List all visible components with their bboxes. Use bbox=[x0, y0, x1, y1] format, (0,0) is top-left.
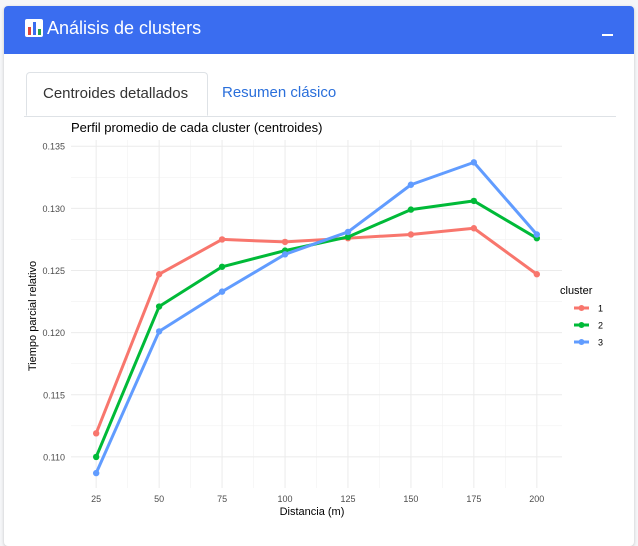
data-point-cluster-1 bbox=[407, 231, 415, 238]
legend-key-point bbox=[578, 322, 585, 328]
card-header: Análisis de clusters bbox=[4, 6, 634, 54]
y-axis-label: Tiempo parcial relativo bbox=[27, 261, 39, 371]
chart-title: Perfil promedio de cada cluster (centroi… bbox=[71, 120, 322, 135]
minus-icon[interactable] bbox=[602, 34, 613, 36]
centroid-line-chart: Perfil promedio de cada cluster (centroi… bbox=[27, 120, 603, 518]
legend-label: 2 bbox=[598, 321, 603, 331]
x-tick-label: 200 bbox=[529, 494, 544, 504]
data-point-cluster-3 bbox=[344, 228, 352, 236]
data-point-cluster-2 bbox=[218, 263, 226, 270]
x-tick-label: 25 bbox=[91, 494, 101, 504]
x-axis-label: Distancia (m) bbox=[280, 506, 345, 518]
legend-key-point bbox=[578, 305, 585, 311]
tab-bar: Centroides detallados Resumen clásico bbox=[24, 72, 616, 117]
legend-label: 1 bbox=[598, 304, 603, 314]
data-point-cluster-1 bbox=[218, 236, 226, 243]
data-point-cluster-1 bbox=[470, 225, 478, 232]
x-tick-label: 175 bbox=[466, 494, 481, 504]
x-tick-label: 150 bbox=[403, 494, 418, 504]
data-point-cluster-2 bbox=[344, 233, 352, 241]
y-tick-label: 0.120 bbox=[42, 328, 65, 338]
legend-title: cluster bbox=[560, 285, 593, 297]
tab-resumen-clasico[interactable]: Resumen clásico bbox=[222, 84, 337, 101]
data-point-cluster-1 bbox=[281, 238, 289, 246]
series-line-cluster-3 bbox=[94, 160, 539, 475]
bar-chart-icon bbox=[25, 19, 43, 37]
data-point-cluster-2 bbox=[155, 303, 163, 310]
data-point-cluster-2 bbox=[470, 197, 478, 205]
data-point-cluster-3 bbox=[218, 288, 226, 295]
data-point-cluster-2 bbox=[407, 206, 415, 213]
legend-key-point bbox=[578, 339, 585, 345]
data-point-cluster-3 bbox=[407, 181, 415, 188]
chart-grid bbox=[71, 140, 562, 488]
y-tick-label: 0.115 bbox=[43, 390, 65, 400]
y-tick-label: 0.130 bbox=[42, 204, 65, 214]
data-point-cluster-3 bbox=[155, 328, 163, 335]
data-point-cluster-2 bbox=[92, 453, 100, 461]
y-tick-label: 0.125 bbox=[42, 266, 65, 276]
chart-legend: 1 2 3 bbox=[574, 304, 603, 348]
data-point-cluster-3 bbox=[533, 231, 541, 238]
y-tick-label: 0.135 bbox=[42, 142, 65, 152]
cluster-analysis-card: Análisis de clusters Centroides detallad… bbox=[4, 6, 634, 546]
y-tick-label: 0.110 bbox=[43, 452, 65, 462]
data-point-cluster-3 bbox=[92, 469, 100, 477]
y-axis-ticks: 0.110 0.115 0.120 0.125 0.130 0.135 bbox=[42, 142, 65, 463]
chart-series bbox=[92, 159, 541, 477]
x-tick-label: 100 bbox=[278, 494, 293, 504]
tab-centroides-detallados[interactable]: Centroides detallados bbox=[26, 72, 208, 116]
x-tick-label: 125 bbox=[340, 494, 355, 504]
data-point-cluster-3 bbox=[470, 159, 478, 166]
x-axis-ticks: 25 50 75 100 125 150 175 200 bbox=[91, 494, 544, 504]
legend-label: 3 bbox=[598, 338, 603, 348]
series-line-cluster-1 bbox=[94, 226, 539, 435]
x-tick-label: 50 bbox=[154, 494, 164, 504]
data-point-cluster-1 bbox=[533, 271, 541, 278]
data-point-cluster-1 bbox=[155, 271, 163, 278]
x-tick-label: 75 bbox=[217, 494, 227, 504]
data-point-cluster-3 bbox=[281, 251, 289, 258]
data-point-cluster-1 bbox=[92, 430, 100, 437]
card-title: Análisis de clusters bbox=[47, 18, 202, 38]
